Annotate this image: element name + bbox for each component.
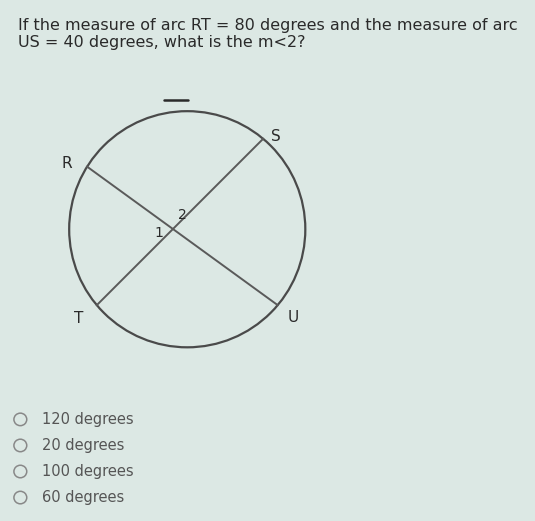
Text: If the measure of arc RT = 80 degrees and the measure of arc: If the measure of arc RT = 80 degrees an… bbox=[18, 18, 517, 33]
Text: 20 degrees: 20 degrees bbox=[42, 438, 124, 453]
Text: 120 degrees: 120 degrees bbox=[42, 412, 133, 427]
Text: S: S bbox=[271, 129, 281, 144]
Text: T: T bbox=[74, 311, 84, 326]
Text: 60 degrees: 60 degrees bbox=[42, 490, 124, 505]
Text: R: R bbox=[61, 156, 72, 171]
Text: 2: 2 bbox=[178, 208, 187, 222]
Text: U: U bbox=[287, 310, 299, 325]
Text: 1: 1 bbox=[154, 226, 163, 240]
Text: 100 degrees: 100 degrees bbox=[42, 464, 133, 479]
Text: US = 40 degrees, what is the m<2?: US = 40 degrees, what is the m<2? bbox=[18, 35, 305, 50]
